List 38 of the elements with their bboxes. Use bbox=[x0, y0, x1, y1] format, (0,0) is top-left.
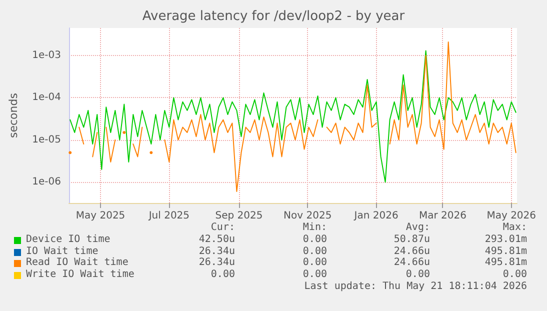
text: Avg: bbox=[406, 222, 430, 233]
y-tick-label: 1e-05 bbox=[32, 134, 61, 146]
y-axis-title: seconds bbox=[7, 92, 20, 138]
text: 24.66u bbox=[394, 257, 430, 268]
text: 50.87u bbox=[394, 234, 430, 245]
legend-label: Read IO Wait time bbox=[26, 257, 128, 268]
text: 495.81m bbox=[484, 257, 527, 268]
text: 0.00 bbox=[302, 257, 327, 268]
y-tick-label: 1e-04 bbox=[32, 92, 61, 104]
text: 0.00 bbox=[302, 246, 327, 257]
text: 293.01m bbox=[484, 234, 527, 245]
text: 42.50u bbox=[198, 234, 235, 245]
x-tick-label: May 2025 bbox=[76, 210, 126, 222]
text: 26.34u bbox=[198, 246, 235, 257]
x-tick-label: Jan 2026 bbox=[353, 210, 398, 222]
text: Cur: bbox=[210, 222, 235, 233]
x-tick-label: Jul 2025 bbox=[148, 210, 190, 222]
text: 26.34u bbox=[198, 257, 235, 268]
text: 24.66u bbox=[394, 246, 430, 257]
text: 495.81m bbox=[484, 246, 527, 257]
x-tick-label: Nov 2025 bbox=[284, 210, 332, 222]
x-tick-label: May 2026 bbox=[486, 210, 536, 222]
text: 0.00 bbox=[210, 269, 235, 280]
legend-label: Device IO time bbox=[26, 234, 110, 245]
text: Max: bbox=[502, 222, 527, 233]
x-tick-label: Sep 2025 bbox=[215, 210, 263, 222]
legend-label: IO Wait time bbox=[26, 246, 98, 257]
chart-title: Average latency for /dev/loop2 - by year bbox=[142, 9, 406, 24]
text: Last update: Thu May 21 18:11:04 2026 bbox=[304, 280, 527, 292]
text: 0.00 bbox=[302, 234, 327, 245]
text: 0.00 bbox=[302, 269, 327, 280]
text: 0.00 bbox=[502, 269, 527, 280]
x-tick-label: Mar 2026 bbox=[418, 210, 466, 222]
text: 0.00 bbox=[406, 269, 430, 280]
legend-label: Write IO Wait time bbox=[26, 269, 134, 280]
text: Min: bbox=[302, 222, 327, 233]
y-tick-label: 1e-06 bbox=[32, 176, 61, 188]
y-tick-label: 1e-03 bbox=[32, 50, 61, 62]
